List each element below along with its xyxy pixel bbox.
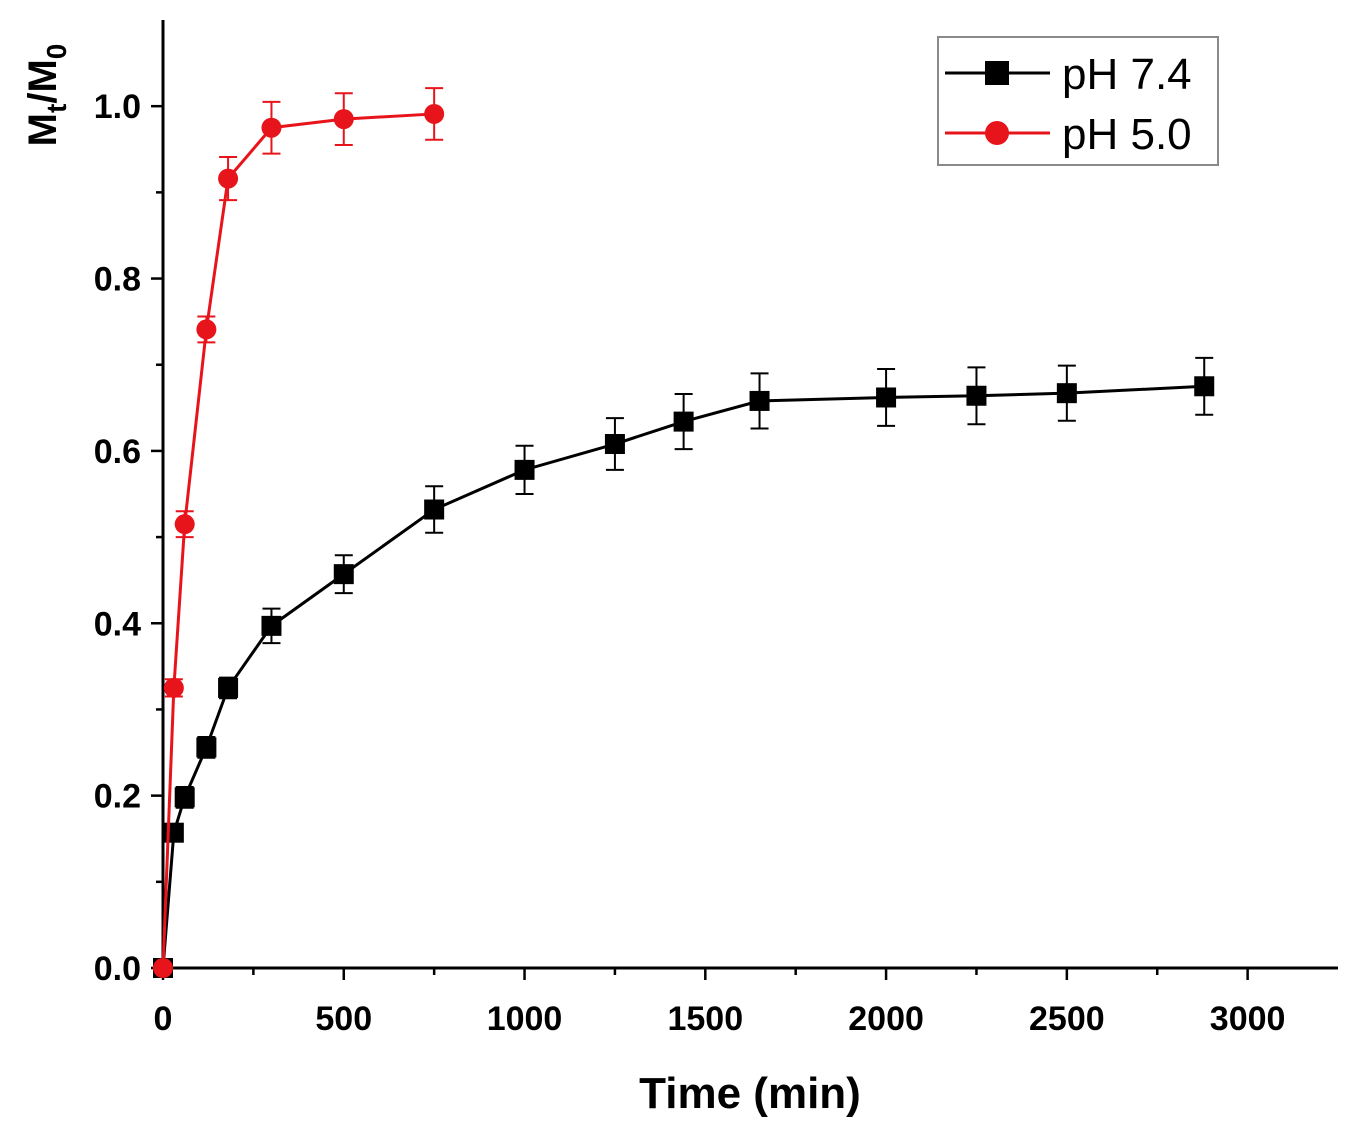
data-point: [749, 390, 770, 411]
y-title-main: M: [21, 113, 65, 146]
series-line: [161, 384, 1205, 969]
y-axis-title: Mt/M0: [21, 44, 72, 147]
data-point: [261, 615, 282, 636]
x-tick-label: 2000: [848, 1000, 924, 1038]
x-tick-label: 1500: [667, 1000, 743, 1038]
axes: 0 500 1000 1500 2000 2500 3000 0.0 0.2 0.4 0.6 0.8 1…: [94, 20, 1338, 1038]
legend-marker-square: [985, 61, 1009, 85]
x-tick-label: 500: [315, 1000, 372, 1038]
legend-item-ph50: pH 5.0: [945, 110, 1192, 159]
y-tick-label: 1.0: [94, 88, 141, 126]
data-point: [673, 411, 694, 432]
legend-item-ph74: pH 7.4: [945, 50, 1192, 99]
data-point: [153, 958, 173, 978]
data-point: [604, 434, 625, 455]
y-tick-label: 0.4: [94, 605, 141, 643]
y-tick-label: 0.2: [94, 778, 141, 816]
data-point: [333, 109, 354, 130]
data-point: [174, 787, 195, 808]
y-tick-label: 0.0: [94, 950, 141, 988]
x-tick-label: 2500: [1029, 1000, 1105, 1038]
svg-text:Mt/M0: Mt/M0: [21, 44, 72, 147]
data-point: [174, 514, 195, 535]
legend-box: [937, 36, 1219, 166]
data-point: [218, 168, 239, 189]
data-point: [1194, 376, 1215, 397]
data-point: [218, 677, 239, 698]
data-point: [424, 499, 445, 520]
series-layer: [153, 87, 1215, 978]
legend-label-ph50: pH 5.0: [1062, 110, 1192, 159]
y-tick-label: 0.8: [94, 261, 141, 299]
data-point: [163, 677, 184, 698]
series-line: [161, 112, 435, 969]
y-title-sep: /M: [21, 59, 65, 103]
x-tick-label: 0: [154, 1000, 173, 1038]
data-point: [966, 385, 987, 406]
x-axis-title: Time (min): [639, 1069, 861, 1118]
y-title-sub-0: 0: [41, 44, 72, 60]
y-title-sub-t: t: [41, 104, 72, 113]
legend: pH 7.4 pH 5.0: [937, 36, 1219, 166]
x-tick-label: 1000: [487, 1000, 563, 1038]
y-tick-label: 0.6: [94, 433, 141, 471]
data-point: [424, 103, 445, 124]
series-ph50: [153, 87, 445, 978]
data-point: [261, 117, 282, 138]
data-point: [876, 387, 897, 408]
data-point: [196, 319, 217, 340]
x-tick-label: 3000: [1210, 1000, 1286, 1038]
data-point: [514, 459, 535, 480]
series-ph74: [153, 356, 1215, 978]
data-point: [1056, 383, 1077, 404]
data-point: [333, 564, 354, 585]
legend-marker-circle: [985, 121, 1009, 145]
legend-label-ph74: pH 7.4: [1062, 50, 1192, 99]
data-point: [196, 737, 217, 758]
